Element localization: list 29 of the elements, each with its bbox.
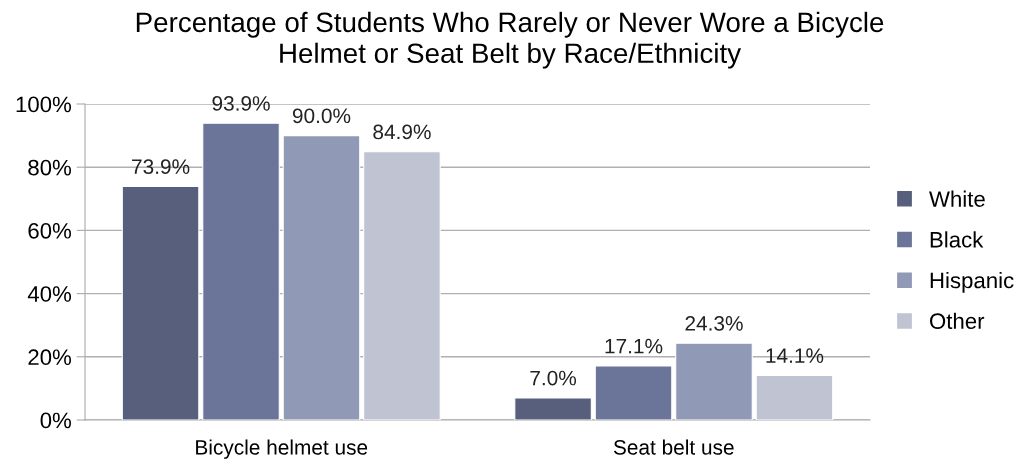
y-tick-label: 80%	[28, 159, 72, 176]
data-label: 84.9%	[373, 124, 431, 140]
bar	[514, 397, 592, 420]
bar	[363, 151, 441, 420]
data-label: 90.0%	[292, 108, 351, 124]
data-label: 7.0%	[530, 370, 577, 386]
data-label: 73.9%	[132, 159, 190, 175]
data-label: 14.1%	[766, 348, 824, 363]
bar	[282, 135, 361, 420]
legend-label: Black	[930, 231, 984, 248]
x-tick-label: Bicycle helmet use	[196, 439, 368, 459]
data-label: 93.9%	[212, 96, 270, 111]
bar	[594, 365, 673, 420]
data-label: 24.3%	[685, 316, 743, 331]
bar	[121, 185, 200, 420]
legend-label: Other	[930, 312, 985, 330]
x-tick-label: Seat belt use	[613, 439, 734, 455]
bar	[202, 122, 280, 420]
chart-title: Percentage of Students Who Rarely or Never Wore a Bicycle Helmet or Seat Belt by Race/Ethnicity	[136, 11, 884, 69]
y-tick-label: 0%	[40, 412, 72, 429]
y-tick-label: 100%	[16, 96, 72, 113]
y-tick-label: 20%	[28, 349, 72, 366]
bar	[675, 342, 753, 420]
y-tick-label: 40%	[27, 286, 72, 302]
legend-label: White	[929, 190, 985, 207]
bar	[755, 374, 834, 420]
legend-label: Hispanic	[930, 272, 1014, 293]
y-tick-label: 60%	[28, 222, 72, 239]
data-label: 17.1%	[605, 338, 663, 354]
